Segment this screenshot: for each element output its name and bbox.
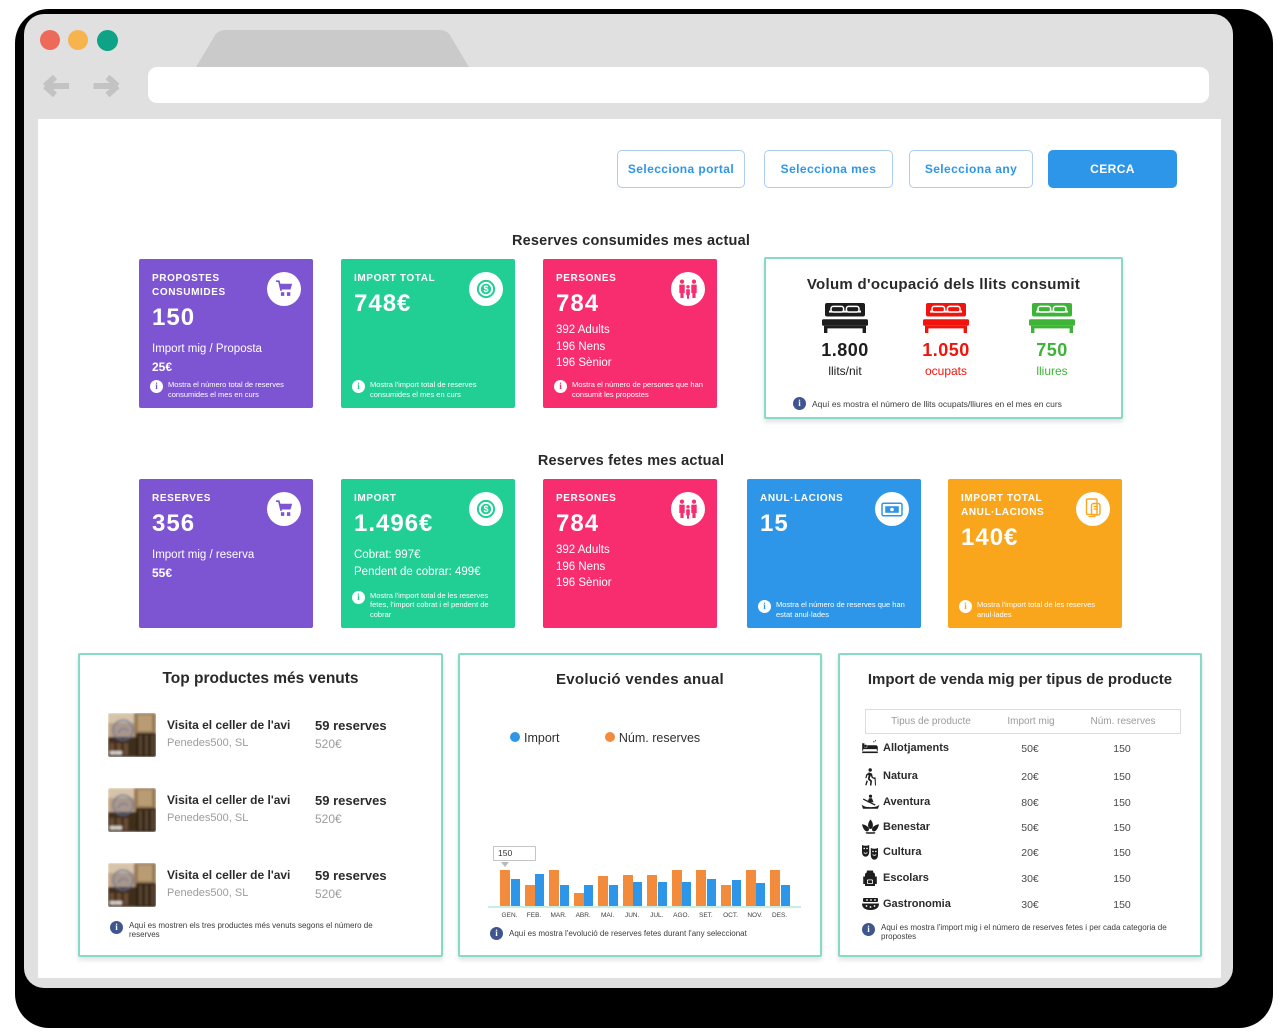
svg-text:$: $ [483,504,488,514]
svg-text:$: $ [483,284,488,294]
